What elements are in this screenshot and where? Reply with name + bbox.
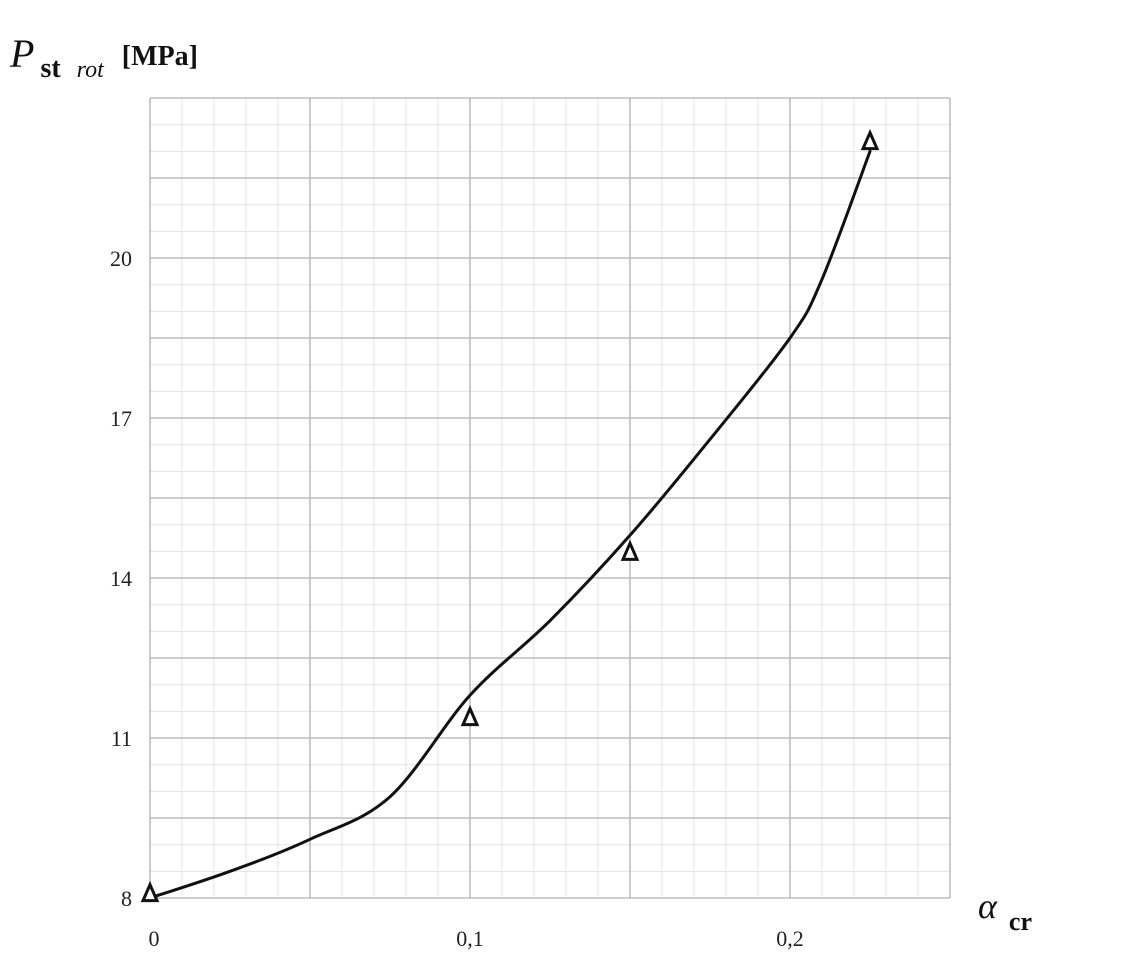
grid-major [149, 97, 951, 899]
series-curve [148, 149, 872, 900]
y-tick-label: 17 [110, 406, 132, 431]
data-point-triangle [620, 539, 640, 561]
y-axis-subscript-italic: rot [77, 57, 105, 83]
y-axis-unit: [MPa] [122, 41, 198, 72]
y-axis-symbol: P [9, 31, 34, 76]
x-axis-symbol: α [978, 886, 998, 926]
tick-labels: 8 11 14 17 20 0 0,1 0,2 [110, 246, 804, 951]
data-point-triangle [860, 128, 880, 151]
x-axis-subscript: cr [1009, 907, 1032, 936]
series-curve-layer [148, 149, 872, 900]
y-tick-label: 11 [111, 726, 132, 751]
y-tick-label: 14 [110, 566, 132, 591]
y-tick-label: 20 [110, 246, 132, 271]
data-point-triangle [140, 880, 160, 903]
x-tick-label: 0 [149, 926, 160, 951]
x-axis-title: α cr [978, 886, 1032, 936]
y-axis-subscript: st [40, 53, 61, 84]
y-axis-title: P st rot [MPa] [9, 31, 198, 84]
y-tick-label: 8 [121, 886, 132, 911]
x-tick-label: 0,1 [456, 926, 484, 951]
data-point-triangle [460, 704, 480, 727]
x-tick-label: 0,2 [776, 926, 804, 951]
series-markers [140, 128, 880, 903]
